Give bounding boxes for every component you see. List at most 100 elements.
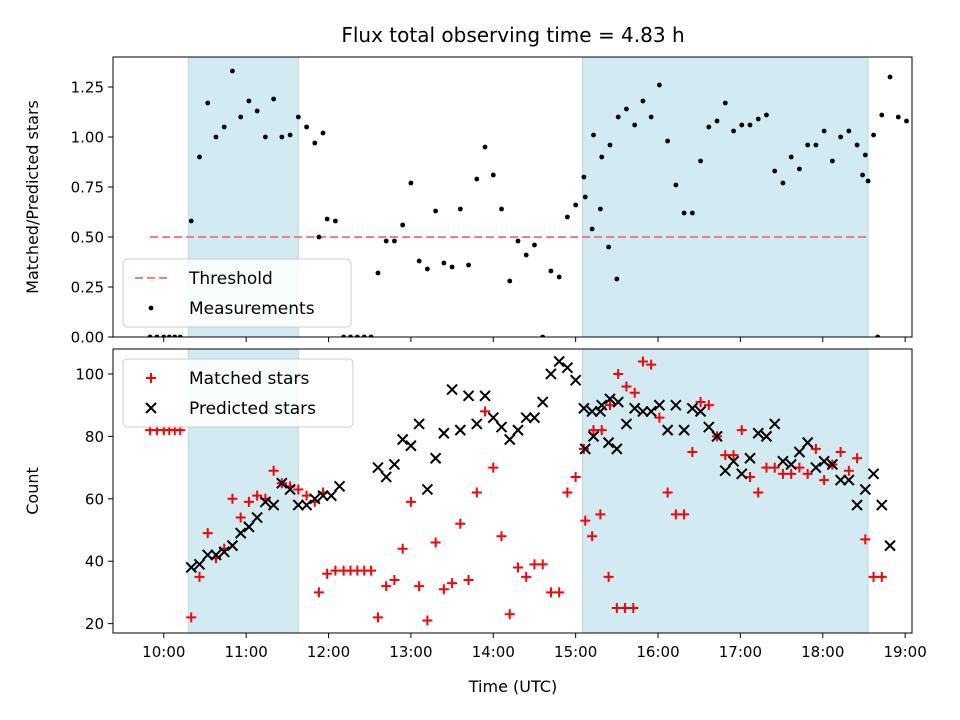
data-point	[854, 142, 860, 148]
data-point	[320, 130, 326, 136]
data-point	[628, 603, 639, 614]
data-point	[438, 427, 450, 439]
data-point	[852, 453, 863, 464]
data-point	[316, 234, 322, 240]
data-point	[495, 421, 508, 433]
bottom-panel: 20 40 60 80 100 10:00 11:00 12:00 13:00 14:00 15:0…	[23, 348, 927, 661]
data-point	[166, 334, 172, 337]
data-point	[607, 142, 613, 148]
data-point	[202, 528, 213, 539]
data-point	[871, 132, 876, 138]
data-point	[479, 390, 491, 402]
data-point	[466, 262, 471, 268]
data-point	[471, 487, 482, 498]
data-point	[843, 474, 855, 486]
data-point	[389, 574, 400, 585]
data-point	[745, 471, 756, 482]
x-axis-label: Time (UTC)	[468, 677, 557, 696]
y-tick-label: 60	[85, 490, 104, 508]
series-measurements	[147, 68, 909, 337]
data-point	[895, 114, 901, 120]
data-point	[341, 334, 347, 337]
data-point	[695, 397, 706, 408]
y-tick-label: 100	[75, 365, 104, 383]
chart-title: Flux total observing time = 4.83 h	[341, 23, 684, 47]
data-point	[904, 118, 909, 124]
data-point	[648, 114, 654, 120]
data-point	[595, 509, 606, 520]
y-tick-label: 0.50	[71, 229, 104, 247]
data-point	[287, 132, 293, 138]
data-point	[234, 527, 247, 539]
data-point	[772, 168, 778, 174]
data-point	[843, 465, 854, 476]
data-point	[753, 487, 764, 498]
data-point	[554, 587, 565, 598]
data-point	[348, 334, 353, 337]
data-point	[819, 475, 830, 486]
data-point	[556, 274, 562, 280]
data-point	[862, 152, 868, 158]
data-point	[441, 260, 447, 266]
data-point	[528, 411, 541, 424]
data-point	[218, 546, 230, 558]
legend-label: Threshold	[188, 269, 273, 289]
data-point	[293, 484, 304, 495]
data-point	[368, 334, 374, 337]
data-point	[396, 433, 409, 446]
data-point	[562, 487, 573, 498]
data-point	[397, 543, 408, 554]
data-point	[147, 334, 153, 337]
data-point	[681, 210, 687, 216]
x-tick-label: 16:00	[636, 643, 679, 661]
data-point	[235, 512, 246, 523]
y-tick-label: 40	[85, 553, 104, 571]
data-point	[482, 144, 488, 150]
data-point	[313, 587, 324, 598]
data-point	[786, 468, 797, 479]
data-point	[561, 362, 574, 374]
data-point	[324, 216, 330, 222]
data-point	[569, 374, 582, 386]
data-point	[400, 222, 406, 228]
data-point	[457, 206, 463, 212]
data-point	[624, 106, 629, 112]
data-point	[372, 612, 383, 623]
data-point	[580, 515, 591, 526]
data-point	[262, 134, 268, 140]
data-point	[366, 565, 377, 576]
data-point	[480, 406, 491, 417]
data-point	[504, 609, 515, 620]
observing-window-band	[582, 349, 869, 633]
legend-x-swatch	[145, 402, 157, 414]
data-point	[520, 411, 532, 424]
legend: Threshold Measurements	[122, 258, 352, 328]
data-point	[447, 578, 458, 589]
data-point	[752, 427, 764, 439]
data-point	[523, 252, 529, 258]
data-point	[496, 531, 507, 542]
data-point	[603, 571, 614, 582]
legend-label: Matched stars	[189, 369, 309, 389]
data-point	[548, 268, 554, 274]
data-point	[777, 455, 789, 468]
data-point	[205, 100, 211, 106]
data-point	[587, 430, 600, 443]
data-point	[632, 122, 638, 128]
data-point	[454, 424, 467, 436]
x-tick-label: 18:00	[801, 643, 844, 661]
data-point	[703, 421, 715, 433]
data-point	[238, 114, 244, 120]
data-point	[383, 238, 389, 244]
data-point	[612, 396, 624, 408]
data-point	[512, 424, 524, 436]
data-point	[279, 134, 285, 140]
data-point	[736, 468, 748, 480]
data-point	[259, 496, 272, 508]
data-point	[226, 539, 239, 552]
data-point	[271, 96, 277, 102]
data-point	[621, 381, 632, 392]
data-point	[537, 559, 548, 570]
data-point	[267, 499, 280, 511]
